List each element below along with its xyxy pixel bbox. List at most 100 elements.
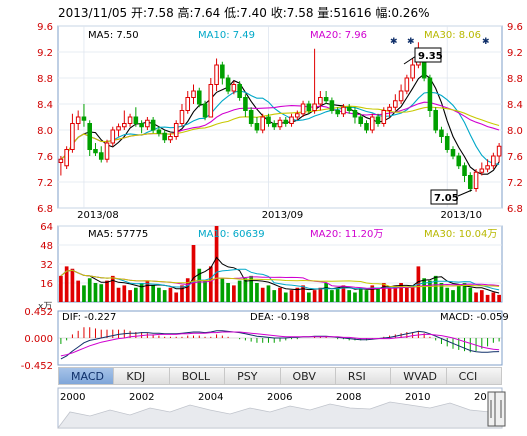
event-marker-icon[interactable]: ✱ [482, 37, 490, 47]
volume-bar [456, 285, 461, 302]
volume-bar [128, 290, 132, 302]
candle-body [271, 123, 277, 128]
volume-bar [145, 280, 150, 302]
price-tick-right: 9.6 [507, 22, 523, 33]
candle-body [145, 119, 150, 128]
volume-bar [249, 275, 254, 302]
candle-body [116, 126, 121, 131]
candle-body [254, 123, 260, 131]
candle [127, 113, 133, 127]
tab-obv[interactable]: OBV [280, 367, 336, 385]
candle [179, 104, 185, 127]
volume-tick: 48 [40, 241, 53, 252]
vol-legend-ma5: MA5: 57775 [88, 229, 148, 240]
range-handle-right[interactable] [494, 391, 506, 427]
macd-tick: 0.000 [24, 334, 53, 345]
tab-kdj[interactable]: KDJ [114, 367, 170, 385]
volume-bar [451, 290, 455, 302]
candle-body [318, 97, 323, 105]
candle-body [323, 97, 329, 102]
event-marker-icon[interactable]: ✱ [390, 37, 398, 47]
candle [456, 152, 462, 169]
macd-legend-dif: DIF: -0.227 [62, 312, 116, 323]
price-tick-right: 8.0 [507, 126, 523, 137]
volume-bar [162, 290, 167, 302]
volume-bar [105, 280, 109, 302]
tab-psy[interactable]: PSY [225, 367, 281, 385]
candle-body [300, 103, 306, 115]
candle [156, 126, 162, 137]
volume-bar [358, 287, 363, 302]
volume-bar [174, 292, 179, 302]
candle-body [243, 97, 248, 111]
candle [271, 120, 277, 130]
candle [202, 100, 208, 121]
candle [375, 113, 381, 127]
dif-line [60, 330, 500, 360]
volume-bar [318, 287, 323, 302]
price-tick-left: 9.6 [37, 22, 53, 33]
tab-rsi[interactable]: RSI [335, 367, 392, 385]
candle [341, 104, 346, 117]
volume-bar [185, 278, 190, 302]
volume-bar [157, 287, 161, 302]
price-x-tick: 2013/08 [77, 210, 119, 221]
candle [139, 120, 144, 134]
candle [283, 117, 289, 127]
volume-bar [214, 226, 219, 302]
candle [473, 169, 479, 192]
volume-bar [116, 287, 121, 302]
price-tick-right: 8.8 [507, 74, 523, 85]
volume-bar [260, 287, 265, 302]
candle [145, 117, 150, 130]
range-handle[interactable] [487, 391, 506, 427]
candle [266, 113, 271, 127]
volume-bar [422, 278, 427, 302]
volume-bar [341, 285, 346, 302]
volume-bar [220, 278, 225, 302]
volume-bar [191, 245, 196, 302]
candle [462, 162, 467, 182]
vol-legend-ma10: MA10: 60639 [198, 229, 265, 240]
volume-bar [353, 292, 357, 302]
volume-bar [428, 280, 432, 302]
candle [289, 113, 294, 127]
timeline-year-labels: 2000 2002 2004 2006 2008 2010 2012 [60, 392, 499, 403]
candle [254, 117, 260, 134]
candle [81, 104, 87, 127]
candle-body [133, 116, 139, 124]
candle [318, 91, 323, 111]
tab-cci[interactable]: CCI [446, 367, 502, 385]
volume-bar [347, 290, 352, 302]
price-tick-left: 8.0 [37, 126, 53, 137]
tab-wvad[interactable]: WVAD [391, 367, 447, 385]
candle [427, 74, 433, 117]
timeline-year: 2004 [198, 392, 223, 403]
candle-body [312, 103, 317, 111]
price-tick-left: 7.6 [37, 152, 53, 163]
candle [248, 107, 254, 127]
candle-body [173, 123, 179, 137]
volume-bar [237, 280, 242, 302]
tab-boll[interactable]: BOLL [169, 367, 226, 385]
volume-bar [387, 287, 392, 302]
event-marker-icon[interactable]: ✱ [407, 37, 415, 47]
volume-bar [283, 292, 288, 302]
volume-bar [485, 294, 490, 302]
price-tick-right: 8.4 [507, 100, 523, 111]
candle [277, 117, 283, 130]
ma30-line [60, 105, 500, 160]
candle [398, 84, 404, 104]
candle [225, 74, 231, 95]
volume-bar [99, 284, 104, 302]
volume-bar [76, 280, 81, 302]
candle [329, 97, 335, 114]
candle [173, 120, 179, 140]
volume-bar [381, 283, 386, 302]
macd-legend-macd: MACD: -0.059 [440, 312, 509, 323]
volume-bar [133, 287, 138, 302]
tab-macd[interactable]: MACD [58, 367, 115, 385]
candle [404, 74, 410, 95]
candle [185, 91, 191, 114]
